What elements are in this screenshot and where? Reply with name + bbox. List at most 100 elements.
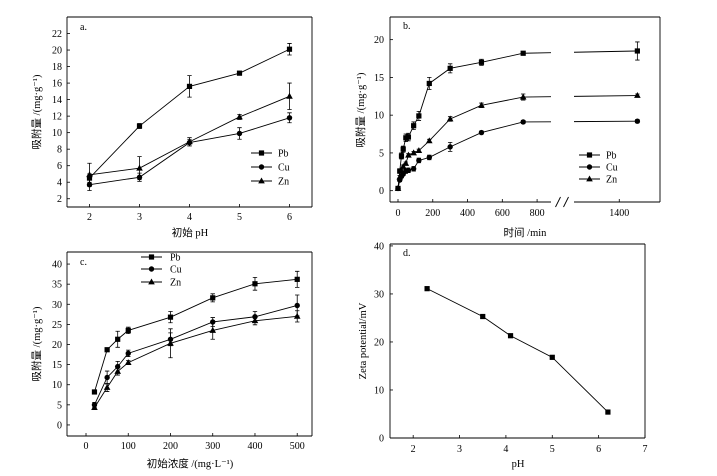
a-y-tick-label: 14 <box>52 95 62 106</box>
a-data-point-zn <box>86 171 93 178</box>
b-data-point-zn <box>405 151 412 158</box>
b-data-point-cu <box>426 154 432 161</box>
c-data-point-zn <box>114 367 121 374</box>
b-data-point-zn <box>402 159 410 166</box>
a-y-tick-label: 22 <box>52 29 62 40</box>
c-data-point-pb <box>167 314 174 320</box>
d-data-point-zeta <box>424 286 430 292</box>
c-x-tick-label: 100 <box>121 441 136 452</box>
a-data-point-cu <box>236 130 243 137</box>
b-x-tick-label: 800 <box>530 208 545 219</box>
b-legend-label-zn: Zn <box>606 175 617 186</box>
a-legend-label-pb: Pb <box>278 149 289 160</box>
c-legend-marker-pb <box>148 254 155 260</box>
b-data-point-cu <box>447 144 453 150</box>
b-data-point-cu <box>520 119 526 125</box>
d-x-tick-label: 2 <box>411 444 416 455</box>
b-series-line-zn <box>573 95 638 97</box>
d-data-point-zeta <box>605 409 611 415</box>
c-data-point-cu <box>125 350 131 357</box>
c-data-point-cu <box>104 374 110 381</box>
c-y-tick-label: 10 <box>52 380 62 391</box>
b-y-tick-label: 20 <box>374 35 384 46</box>
c-y-tick-label: 15 <box>52 360 62 371</box>
d-x-tick-label: 4 <box>503 444 508 455</box>
b-data-point-zn <box>478 101 485 108</box>
b-data-point-cu <box>416 157 422 164</box>
b-data-point-zn <box>410 149 417 156</box>
b-data-point-zn <box>399 163 407 169</box>
a-x-axis-label: 初始 pH <box>172 226 209 239</box>
c-data-point-pb <box>252 281 258 287</box>
b-data-point-zn <box>398 167 405 174</box>
b-data-point-pb <box>411 123 417 129</box>
b-legend-marker-cu <box>586 164 593 170</box>
b-x-tick-label: 400 <box>460 208 475 219</box>
d-data-point-zeta <box>549 354 555 360</box>
a-legend-marker-cu <box>258 164 265 170</box>
a-y-tick-label: 20 <box>52 46 62 57</box>
b-data-point-pb <box>416 113 422 119</box>
b-y-axis-label: 吸附量 /(mg·g⁻¹) <box>354 72 367 147</box>
b-x-tick-label: 1400 <box>609 208 629 219</box>
b-legend-label-cu: Cu <box>606 163 618 174</box>
b-data-point-cu <box>410 166 417 172</box>
d-data-point-zeta <box>507 333 514 339</box>
c-x-axis-label: 初始浓度 /(mg·L⁻¹) <box>147 457 234 470</box>
a-panel-label: a. <box>80 22 87 33</box>
a-y-tick-label: 4 <box>57 178 62 189</box>
d-y-tick-label: 10 <box>374 385 384 396</box>
b-axis-break-mark <box>555 196 561 208</box>
b-x-axis-label: 时间 /min <box>504 226 548 239</box>
b-data-point-pb <box>520 50 526 56</box>
b-y-tick-label: 10 <box>374 111 384 122</box>
b-data-point-pb <box>398 153 405 159</box>
c-y-tick-label: 25 <box>52 320 62 331</box>
a-legend-label-cu: Cu <box>278 163 290 174</box>
b-data-point-zn <box>634 92 641 98</box>
a-y-tick-label: 2 <box>57 194 62 205</box>
c-data-point-zn <box>209 326 217 333</box>
c-x-tick-label: 300 <box>205 441 220 452</box>
c-y-tick-label: 30 <box>52 300 62 311</box>
a-x-tick-label: 5 <box>237 212 242 223</box>
b-x-tick-label: 200 <box>425 208 440 219</box>
c-x-tick-label: 500 <box>290 441 305 452</box>
a-y-axis-label: 吸附量 /(mg·g⁻¹) <box>30 74 43 149</box>
a-data-point-zn <box>186 138 193 145</box>
a-legend-marker-zn <box>258 177 265 184</box>
b-data-point-zn <box>415 147 423 154</box>
b-data-point-cu <box>634 118 641 124</box>
b-y-tick-label: 15 <box>374 73 384 84</box>
d-y-tick-label: 0 <box>379 434 384 445</box>
a-data-point-pb <box>286 46 293 52</box>
b-y-tick-label: 5 <box>379 148 384 159</box>
c-data-point-zn <box>167 339 174 346</box>
a-y-tick-label: 18 <box>52 62 62 73</box>
c-panel-label: c. <box>80 257 87 268</box>
a-data-point-pb <box>236 70 243 76</box>
a-data-point-pb <box>186 83 193 89</box>
a-data-point-zn <box>286 92 293 99</box>
c-data-point-pb <box>125 327 131 334</box>
b-axis-break-mark <box>563 196 569 208</box>
c-legend-label-cu: Cu <box>170 265 182 276</box>
b-data-point-zn <box>519 93 527 100</box>
b-x-tick-label: 600 <box>495 208 510 219</box>
b-y-tick-label: 0 <box>379 186 384 197</box>
b-legend-label-pb: Pb <box>606 151 617 162</box>
a-legend-label-zn: Zn <box>278 177 289 188</box>
a-data-point-cu <box>286 115 293 121</box>
b-data-point-zn <box>425 137 433 144</box>
c-y-tick-label: 5 <box>57 400 62 411</box>
c-data-point-pb <box>294 276 300 282</box>
panel-d-zeta-potential-vs-ph: 0 10 20 30 40 2 3 4 5 6 7 d. pH Zeta potential/mV <box>358 241 648 470</box>
d-x-tick-label: 5 <box>550 444 555 455</box>
c-series-line-zn <box>94 315 298 408</box>
c-x-tick-label: 0 <box>84 441 89 452</box>
b-data-point-zn <box>396 173 404 180</box>
a-legend-marker-pb <box>258 150 265 156</box>
b-data-point-pb <box>400 146 406 152</box>
